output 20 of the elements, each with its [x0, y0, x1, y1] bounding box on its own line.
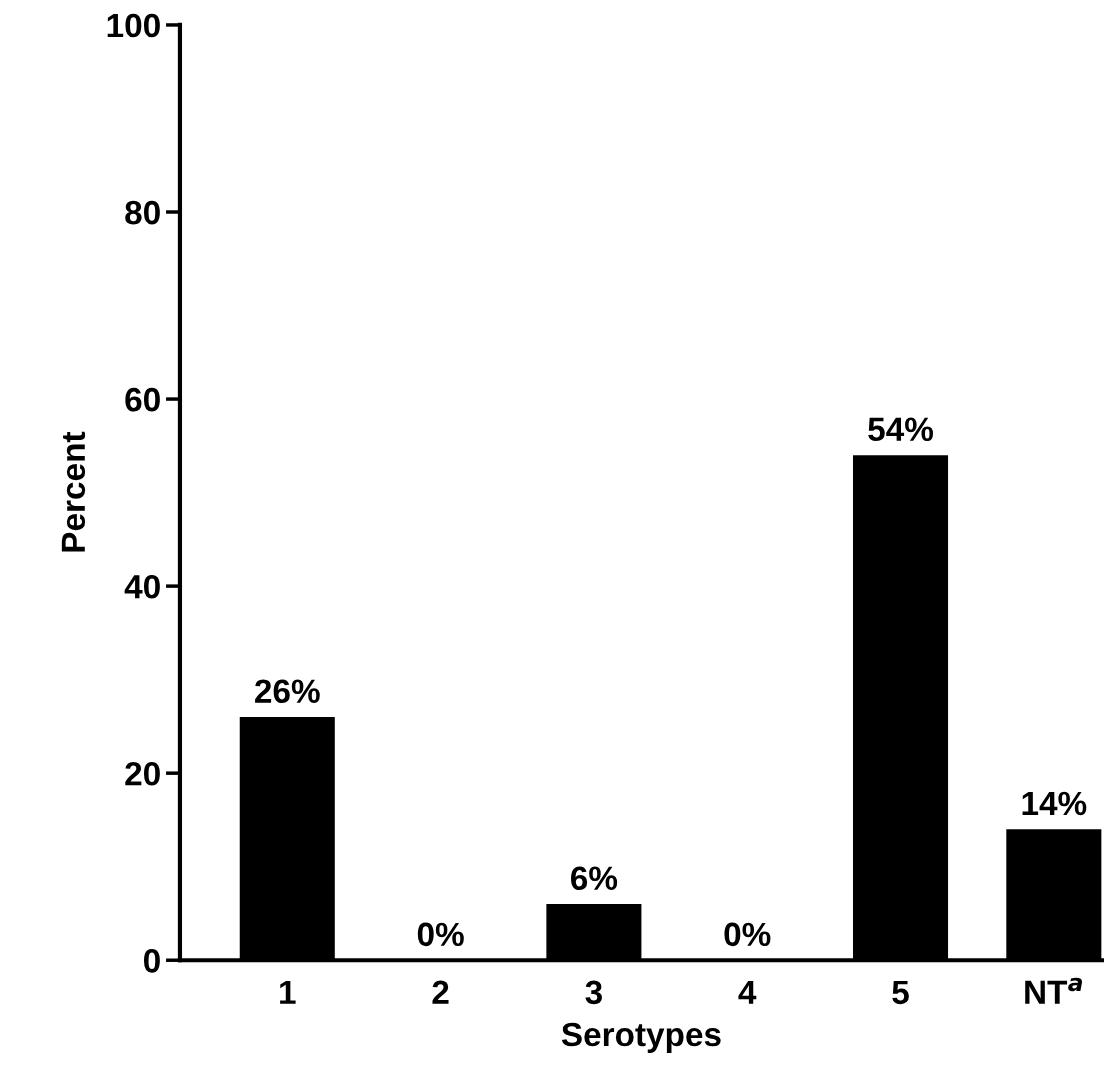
- y-tick-label: 0: [143, 949, 160, 973]
- x-tick-label: 5: [892, 980, 909, 1005]
- x-axis-title: Serotypes: [561, 1022, 721, 1053]
- data-label: 6%: [571, 866, 618, 891]
- data-label: 0%: [417, 922, 464, 947]
- y-axis-title: Percent: [61, 431, 86, 552]
- y-tick-label: 60: [125, 387, 160, 412]
- y-tick-label: 100: [107, 13, 160, 38]
- y-tick-label: 80: [125, 200, 160, 225]
- data-label: 26%: [255, 679, 320, 703]
- data-label: 0%: [724, 922, 771, 947]
- x-tick-label: NT$^{a}$: [1025, 977, 1083, 1004]
- y-tick-label: 40: [124, 574, 160, 599]
- data-label: 14%: [1022, 791, 1087, 816]
- x-tick-label: 4: [738, 980, 757, 1004]
- x-tick-label: 3: [585, 980, 602, 1005]
- data-label: 54%: [868, 417, 933, 442]
- y-tick-label: 20: [125, 761, 160, 786]
- x-tick-label: 2: [432, 980, 449, 1004]
- x-tick-label: 1: [280, 980, 296, 1004]
